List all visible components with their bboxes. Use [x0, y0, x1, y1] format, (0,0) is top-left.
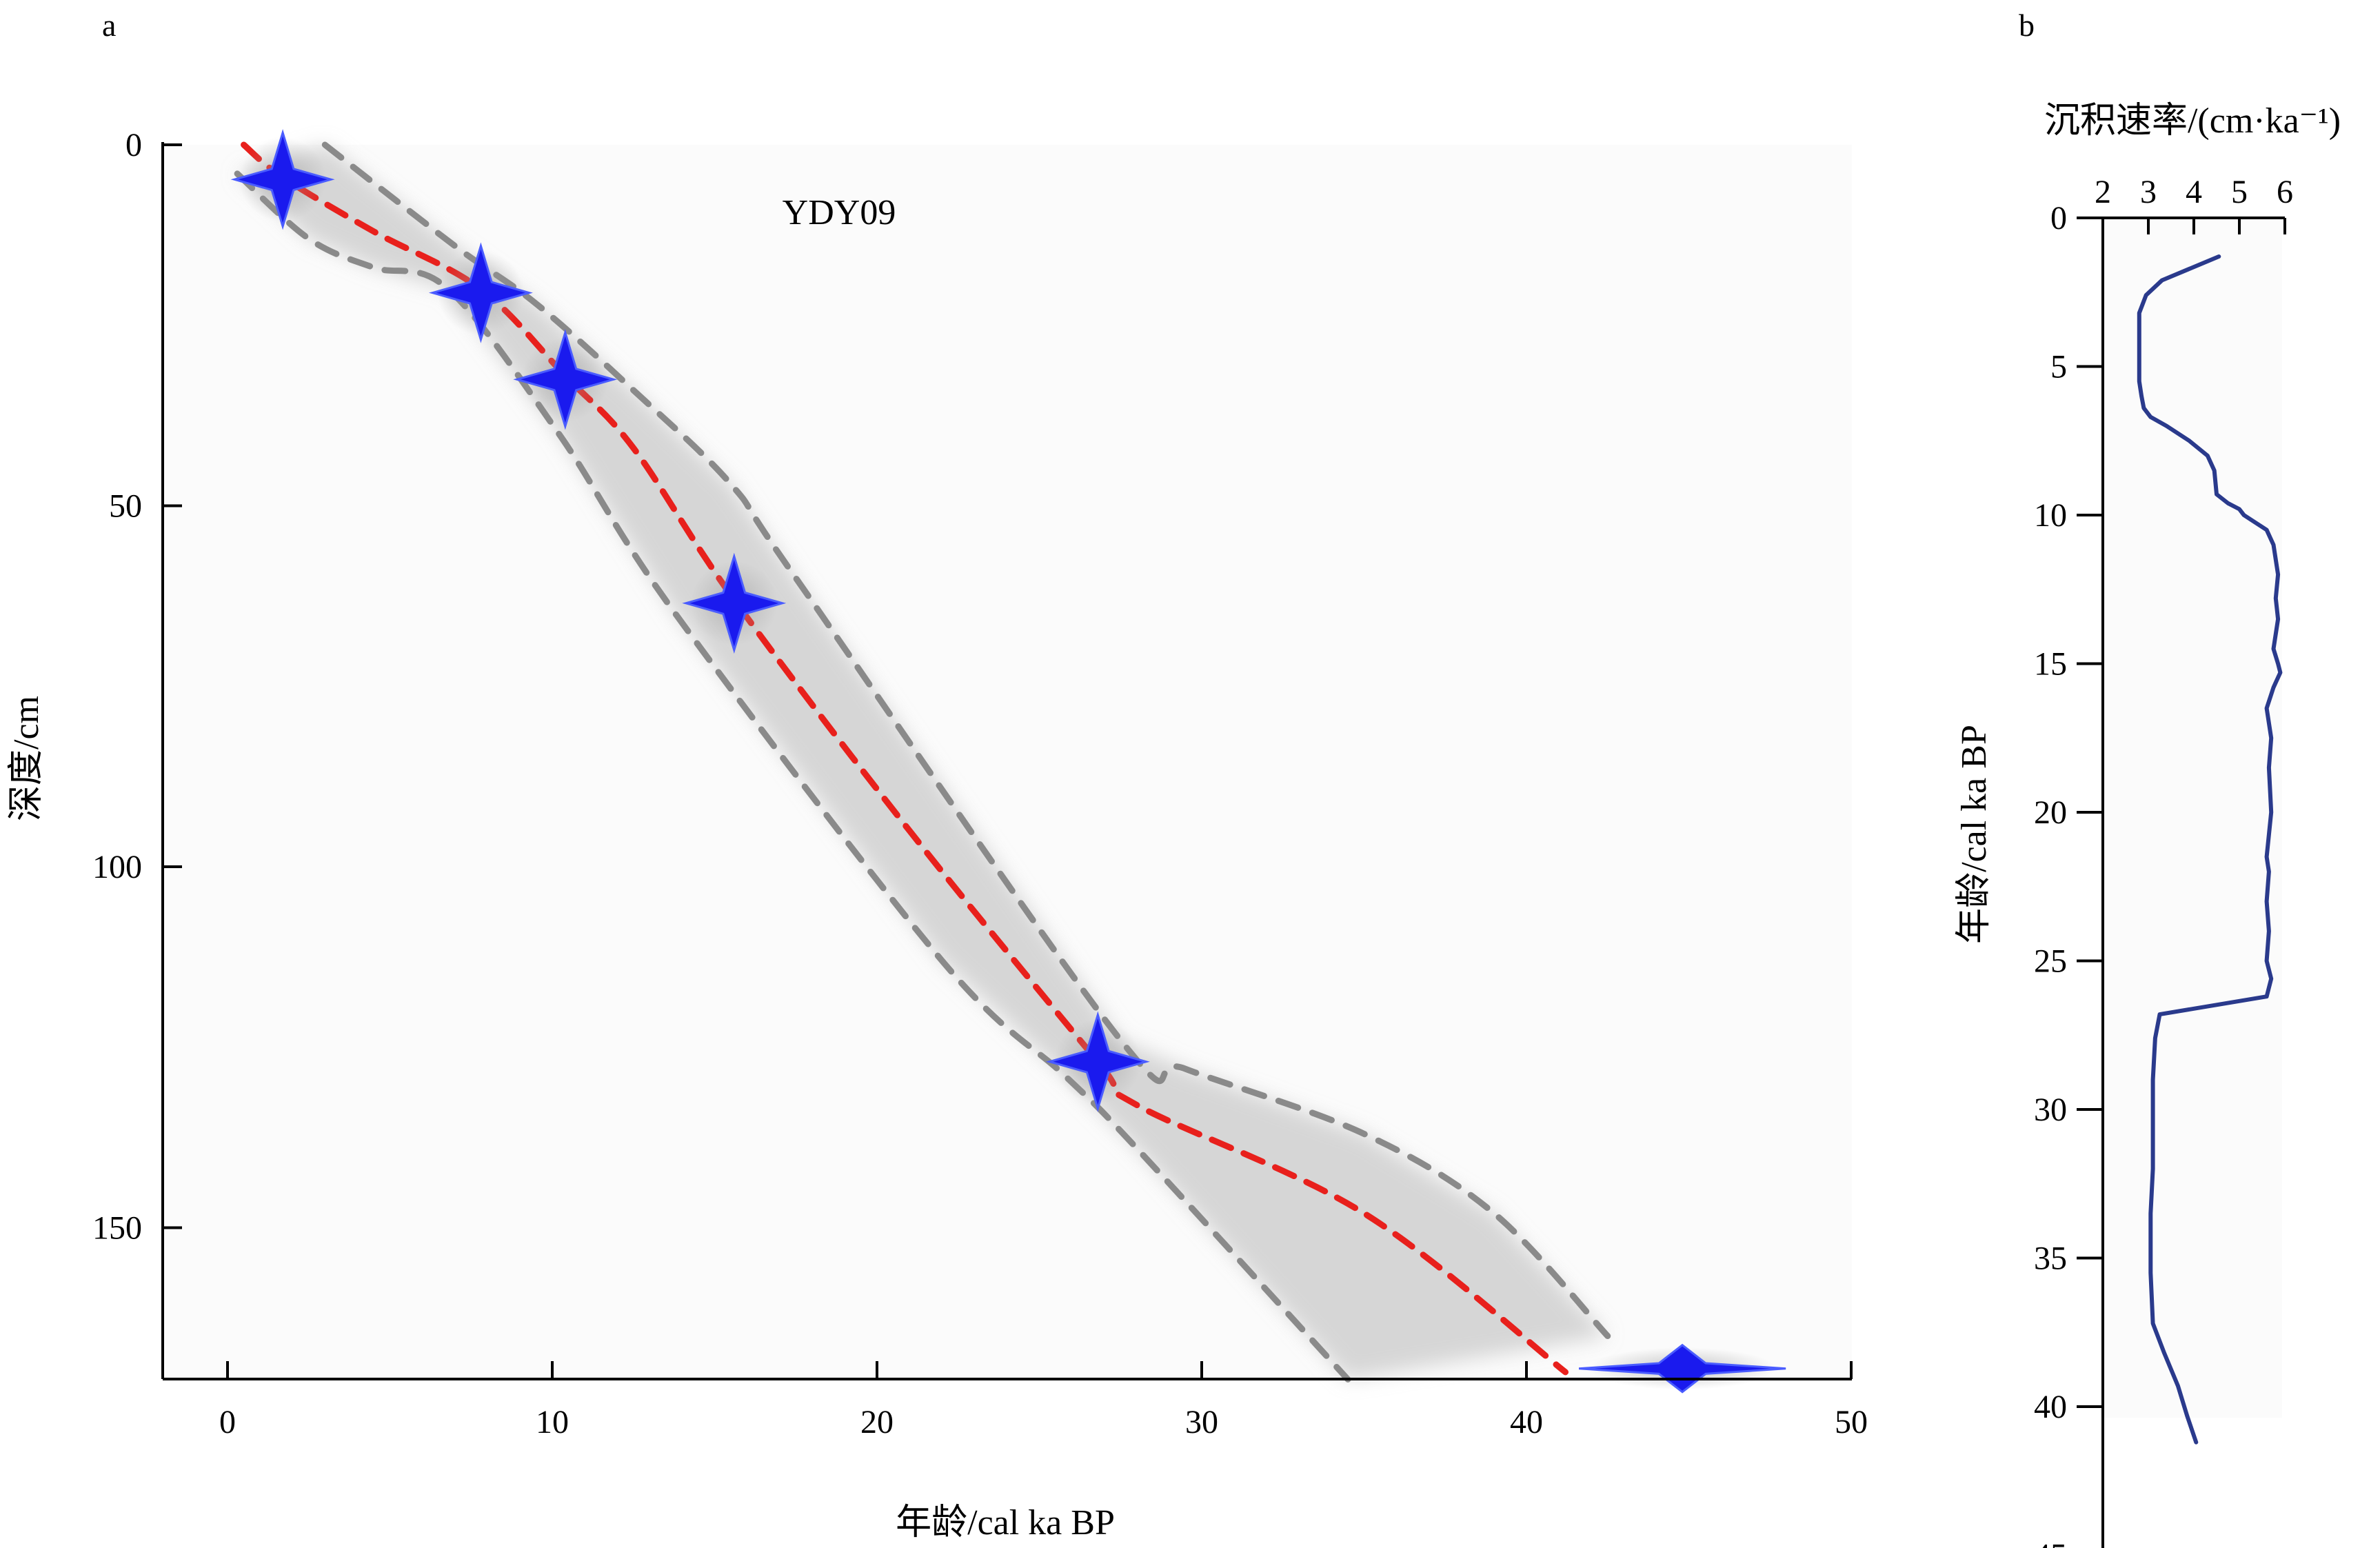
panel-b: b 23456051015202530354045 沉积速率/(cm·ka⁻¹)… [1955, 8, 2341, 1548]
y-tick-label: 35 [2034, 1240, 2067, 1277]
panel-a-letter: a [102, 8, 116, 43]
panel-b-plot-background [2100, 218, 2282, 1418]
x-axis-title: 年龄/cal ka BP [896, 1503, 1115, 1542]
upper-confidence-line [321, 141, 1611, 1340]
y-tick-label: 40 [2034, 1389, 2067, 1425]
x-tick-label: 5 [2231, 174, 2248, 210]
x-tick-label: 4 [2186, 174, 2202, 210]
x-tick-label: 3 [2140, 174, 2157, 210]
dating-point-star [1045, 1011, 1150, 1112]
panel-a: a 0 10 20 30 40 50 0 50 100 150 YDY09 年龄/cal ka B… [7, 8, 1868, 1542]
sedimentation-rate-series [2137, 254, 2283, 1445]
panel-b-letter: b [2019, 8, 2035, 43]
y-tick-label: 50 [109, 488, 142, 525]
y-tick-label: 100 [92, 849, 142, 885]
y-tick-label: 20 [2034, 794, 2067, 831]
dating-point-star [230, 129, 335, 230]
y-tick-label: 0 [2050, 200, 2067, 237]
x-tick-label: 0 [219, 1404, 236, 1440]
x-tick-label: 30 [1185, 1404, 1218, 1440]
dating-point-star [682, 552, 787, 654]
x-tick-label: 6 [2277, 174, 2293, 210]
y-tick-label: 30 [2034, 1092, 2067, 1128]
x-axis-title: 沉积速率/(cm·ka⁻¹) [2044, 101, 2341, 141]
age-model-line [241, 141, 1569, 1376]
age-model-dashed-line [241, 141, 1569, 1376]
y-tick-label: 15 [2034, 646, 2067, 683]
x-tick-label: 40 [1510, 1404, 1543, 1440]
panel-b-axes: 23456051015202530354045 [2034, 174, 2293, 1548]
y-tick-label: 150 [92, 1210, 142, 1247]
y-tick-label: 45 [2034, 1538, 2067, 1548]
y-tick-label: 25 [2034, 943, 2067, 980]
core-label: YDY09 [783, 193, 896, 232]
dating-point-star [428, 242, 533, 343]
x-tick-label: 20 [860, 1404, 894, 1440]
y-tick-label: 0 [125, 127, 142, 163]
sedimentation-rate-line [2137, 254, 2283, 1445]
y-axis-title: 年龄/cal ka BP [1955, 725, 1994, 944]
x-tick-label: 2 [2095, 174, 2111, 210]
panel-a-plot-background [163, 145, 1852, 1379]
y-tick-label: 10 [2034, 497, 2067, 534]
x-tick-label: 10 [536, 1404, 569, 1440]
dating-point-star [513, 329, 618, 430]
x-tick-label: 50 [1835, 1404, 1868, 1440]
y-axis-title: 深度/cm [7, 696, 46, 821]
confidence-lines [234, 141, 1611, 1383]
dating-point-star [1579, 1343, 1786, 1394]
y-tick-label: 5 [2050, 349, 2067, 385]
panel-a-axes: 0 10 20 30 40 50 0 50 100 150 [92, 127, 1868, 1440]
